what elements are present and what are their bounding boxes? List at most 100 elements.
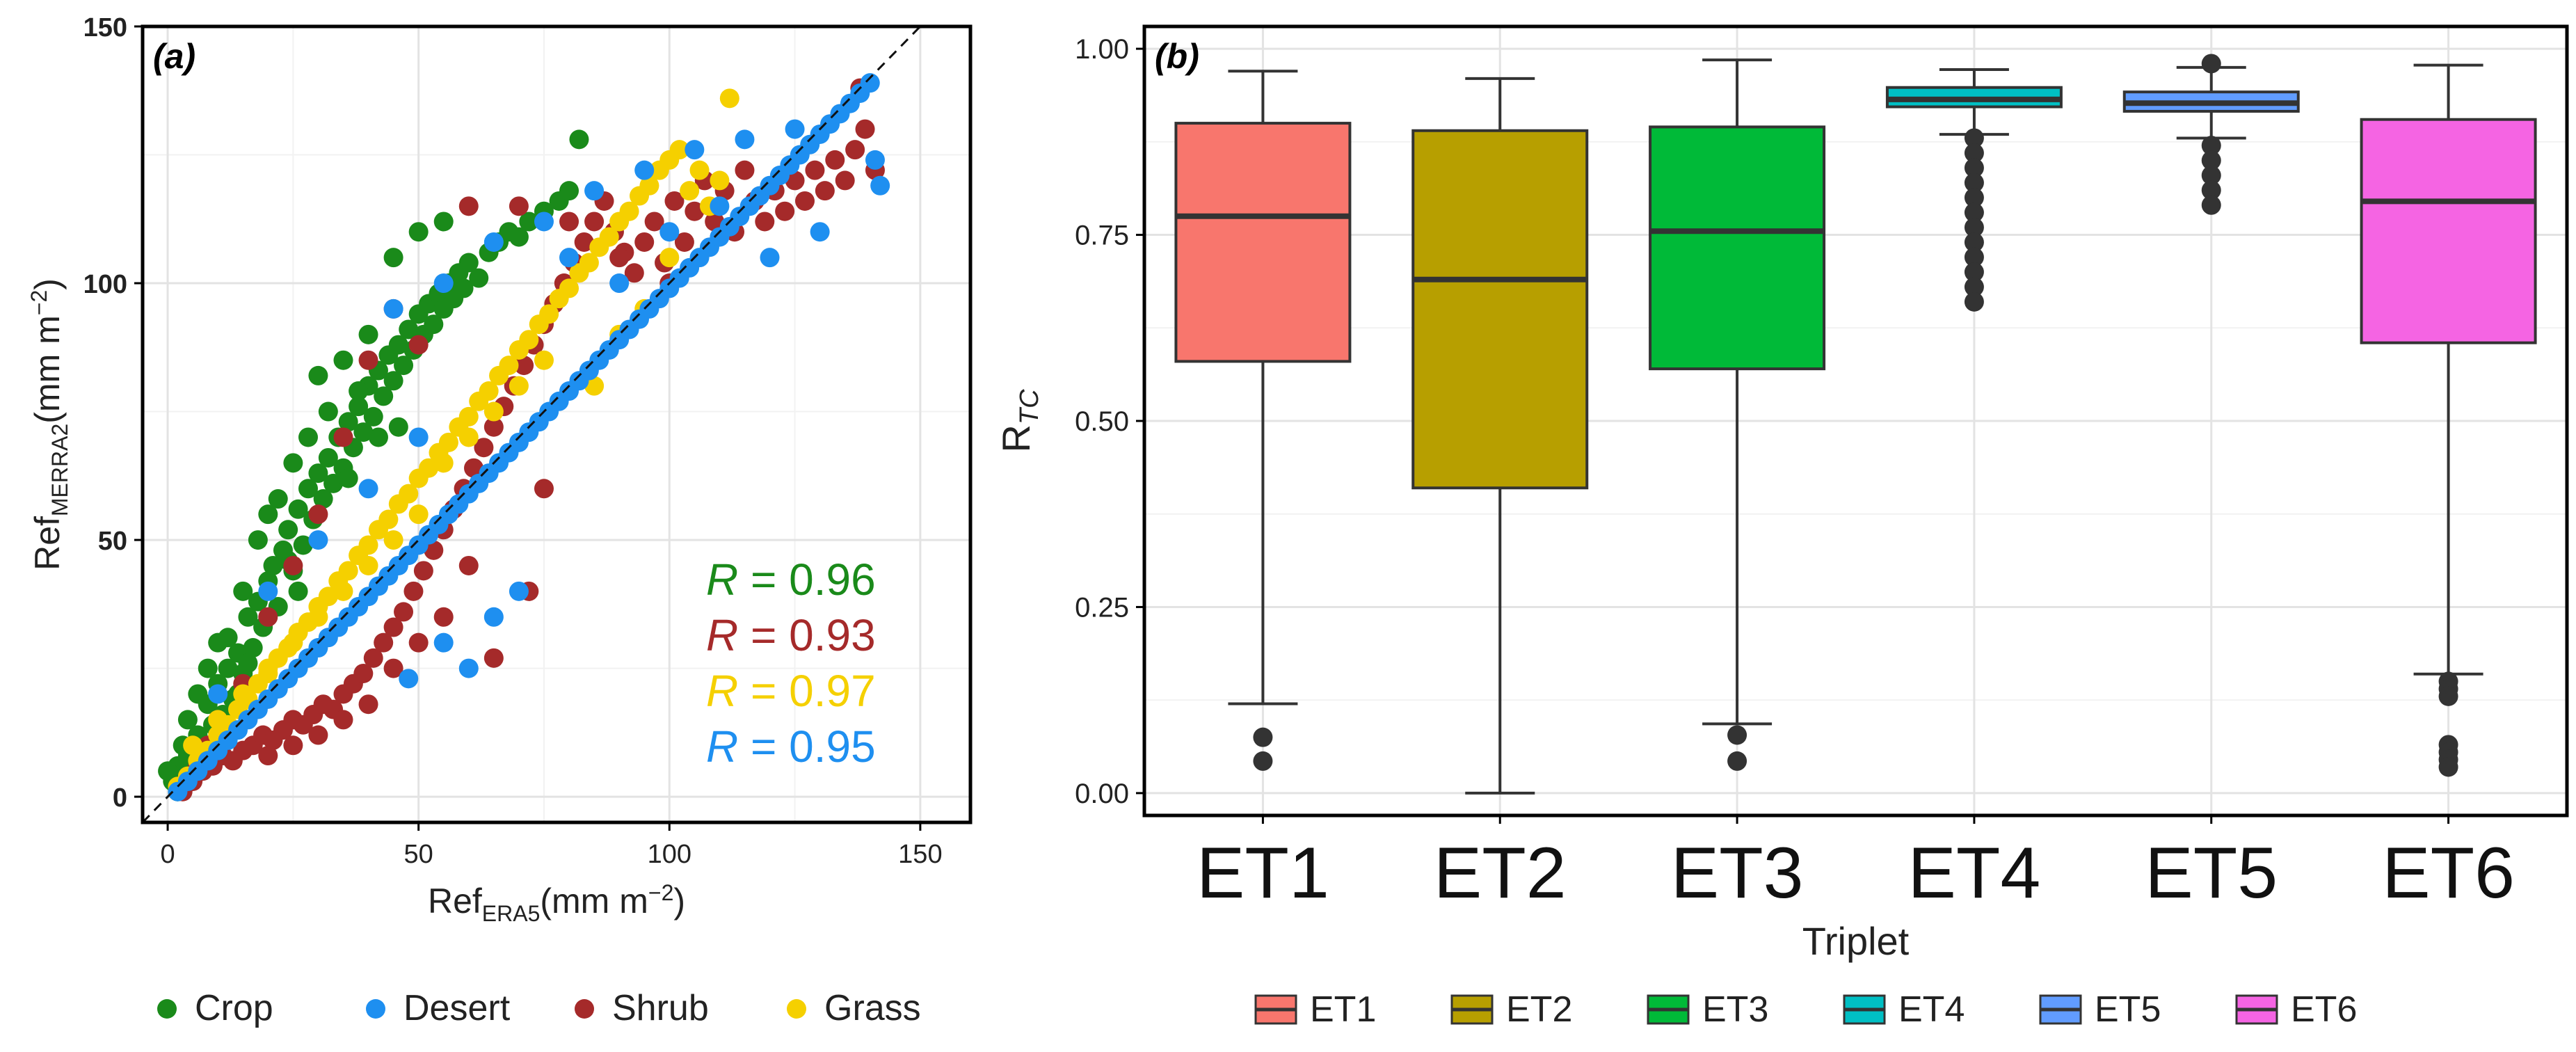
point-grass xyxy=(710,170,730,191)
r-annotation-desert: R = 0.95 xyxy=(706,722,876,772)
point-crop xyxy=(313,489,333,509)
point-crop xyxy=(258,504,278,525)
x-tick-label-b: ET3 xyxy=(1671,833,1804,914)
y-tick-label-b: 1.00 xyxy=(1075,34,1129,65)
point-shrub xyxy=(705,212,725,232)
point-crop xyxy=(349,397,369,417)
point-grass xyxy=(333,581,353,601)
point-grass xyxy=(619,201,639,221)
point-shrub xyxy=(358,350,378,370)
point-shrub xyxy=(258,607,278,627)
outlier-et5 xyxy=(2201,195,2221,215)
y-axis-label-b: RTC xyxy=(994,389,1044,453)
legend-label-desert: Desert xyxy=(403,988,511,1028)
point-shrub xyxy=(559,212,579,232)
point-desert xyxy=(308,530,328,550)
outlier-et4 xyxy=(1964,292,1984,312)
y-tick-label-a: 50 xyxy=(98,527,127,556)
point-grass xyxy=(438,432,458,452)
point-shrub xyxy=(825,150,845,170)
point-grass xyxy=(318,587,338,607)
point-shrub xyxy=(664,191,685,211)
point-crop xyxy=(358,324,378,344)
y-tick-label-a: 100 xyxy=(83,270,127,299)
outlier-et4 xyxy=(1964,217,1984,237)
point-crop xyxy=(569,129,589,150)
point-crop xyxy=(519,212,539,232)
outlier-et4 xyxy=(1964,188,1984,208)
point-crop xyxy=(383,248,403,268)
point-grass xyxy=(358,535,378,555)
point-crop xyxy=(353,422,374,443)
point-grass xyxy=(509,376,529,396)
point-grass xyxy=(639,175,659,196)
point-crop xyxy=(458,253,479,273)
point-shrub xyxy=(308,504,328,525)
point-crop xyxy=(374,386,394,406)
point-shrub xyxy=(358,694,378,715)
legend-label-et5: ET5 xyxy=(2095,989,2161,1030)
y-axis-label-a: RefMERRA2(mm m−2) xyxy=(26,278,72,571)
point-desert xyxy=(509,581,529,601)
point-shrub xyxy=(394,602,414,622)
point-desert xyxy=(458,658,479,678)
point-crop xyxy=(188,684,208,704)
x-tick-label-a: 100 xyxy=(648,840,691,869)
x-tick-label-b: ET1 xyxy=(1197,833,1329,914)
point-shrub xyxy=(353,663,374,683)
point-grass xyxy=(183,735,203,756)
point-crop xyxy=(298,427,318,447)
point-grass xyxy=(233,684,253,704)
x-tick-label-b: ET5 xyxy=(2145,833,2278,914)
x-tick-label-b: ET2 xyxy=(1434,833,1567,914)
point-crop xyxy=(243,638,263,658)
point-crop xyxy=(288,581,308,601)
outlier-et4 xyxy=(1964,158,1984,178)
point-grass xyxy=(258,658,278,678)
point-desert xyxy=(860,73,880,93)
y-tick-label-a: 150 xyxy=(83,13,127,42)
point-crop xyxy=(388,417,408,437)
point-grass xyxy=(433,453,454,473)
outlier-et1 xyxy=(1253,751,1273,771)
point-grass xyxy=(579,253,599,273)
x-tick-label-a: 50 xyxy=(404,840,433,869)
point-desert xyxy=(433,632,454,653)
point-desert xyxy=(870,175,890,196)
point-grass xyxy=(208,710,228,730)
point-crop xyxy=(363,406,383,427)
point-grass xyxy=(458,406,479,427)
legend-label-et2: ET2 xyxy=(1506,989,1572,1030)
point-grass xyxy=(338,561,358,581)
point-desert xyxy=(710,196,730,216)
point-desert xyxy=(584,181,605,201)
point-shrub xyxy=(845,140,865,160)
x-axis-label-a: RefERA5(mm m−2) xyxy=(428,880,685,926)
point-desert xyxy=(865,150,885,170)
point-shrub xyxy=(483,417,504,437)
point-crop xyxy=(198,658,218,678)
outlier-et6 xyxy=(2438,757,2458,777)
point-desert xyxy=(358,479,378,499)
point-crop xyxy=(278,520,298,540)
point-crop xyxy=(424,314,444,335)
point-grass xyxy=(719,88,739,109)
point-grass xyxy=(483,401,504,422)
point-grass xyxy=(559,278,579,298)
point-desert xyxy=(810,222,830,242)
point-grass xyxy=(283,632,303,653)
point-grass xyxy=(358,555,378,575)
point-shrub xyxy=(408,632,429,653)
y-tick-label-b: 0.75 xyxy=(1075,221,1129,251)
point-desert xyxy=(785,119,805,139)
point-shrub xyxy=(474,438,494,458)
point-grass xyxy=(659,248,680,268)
point-crop xyxy=(394,356,414,376)
legend-marker-crop xyxy=(157,999,177,1019)
point-shrub xyxy=(805,160,825,180)
point-grass xyxy=(519,330,539,350)
point-crop xyxy=(399,319,419,340)
point-desert xyxy=(433,273,454,294)
point-crop xyxy=(263,555,283,575)
point-shrub xyxy=(283,735,303,756)
